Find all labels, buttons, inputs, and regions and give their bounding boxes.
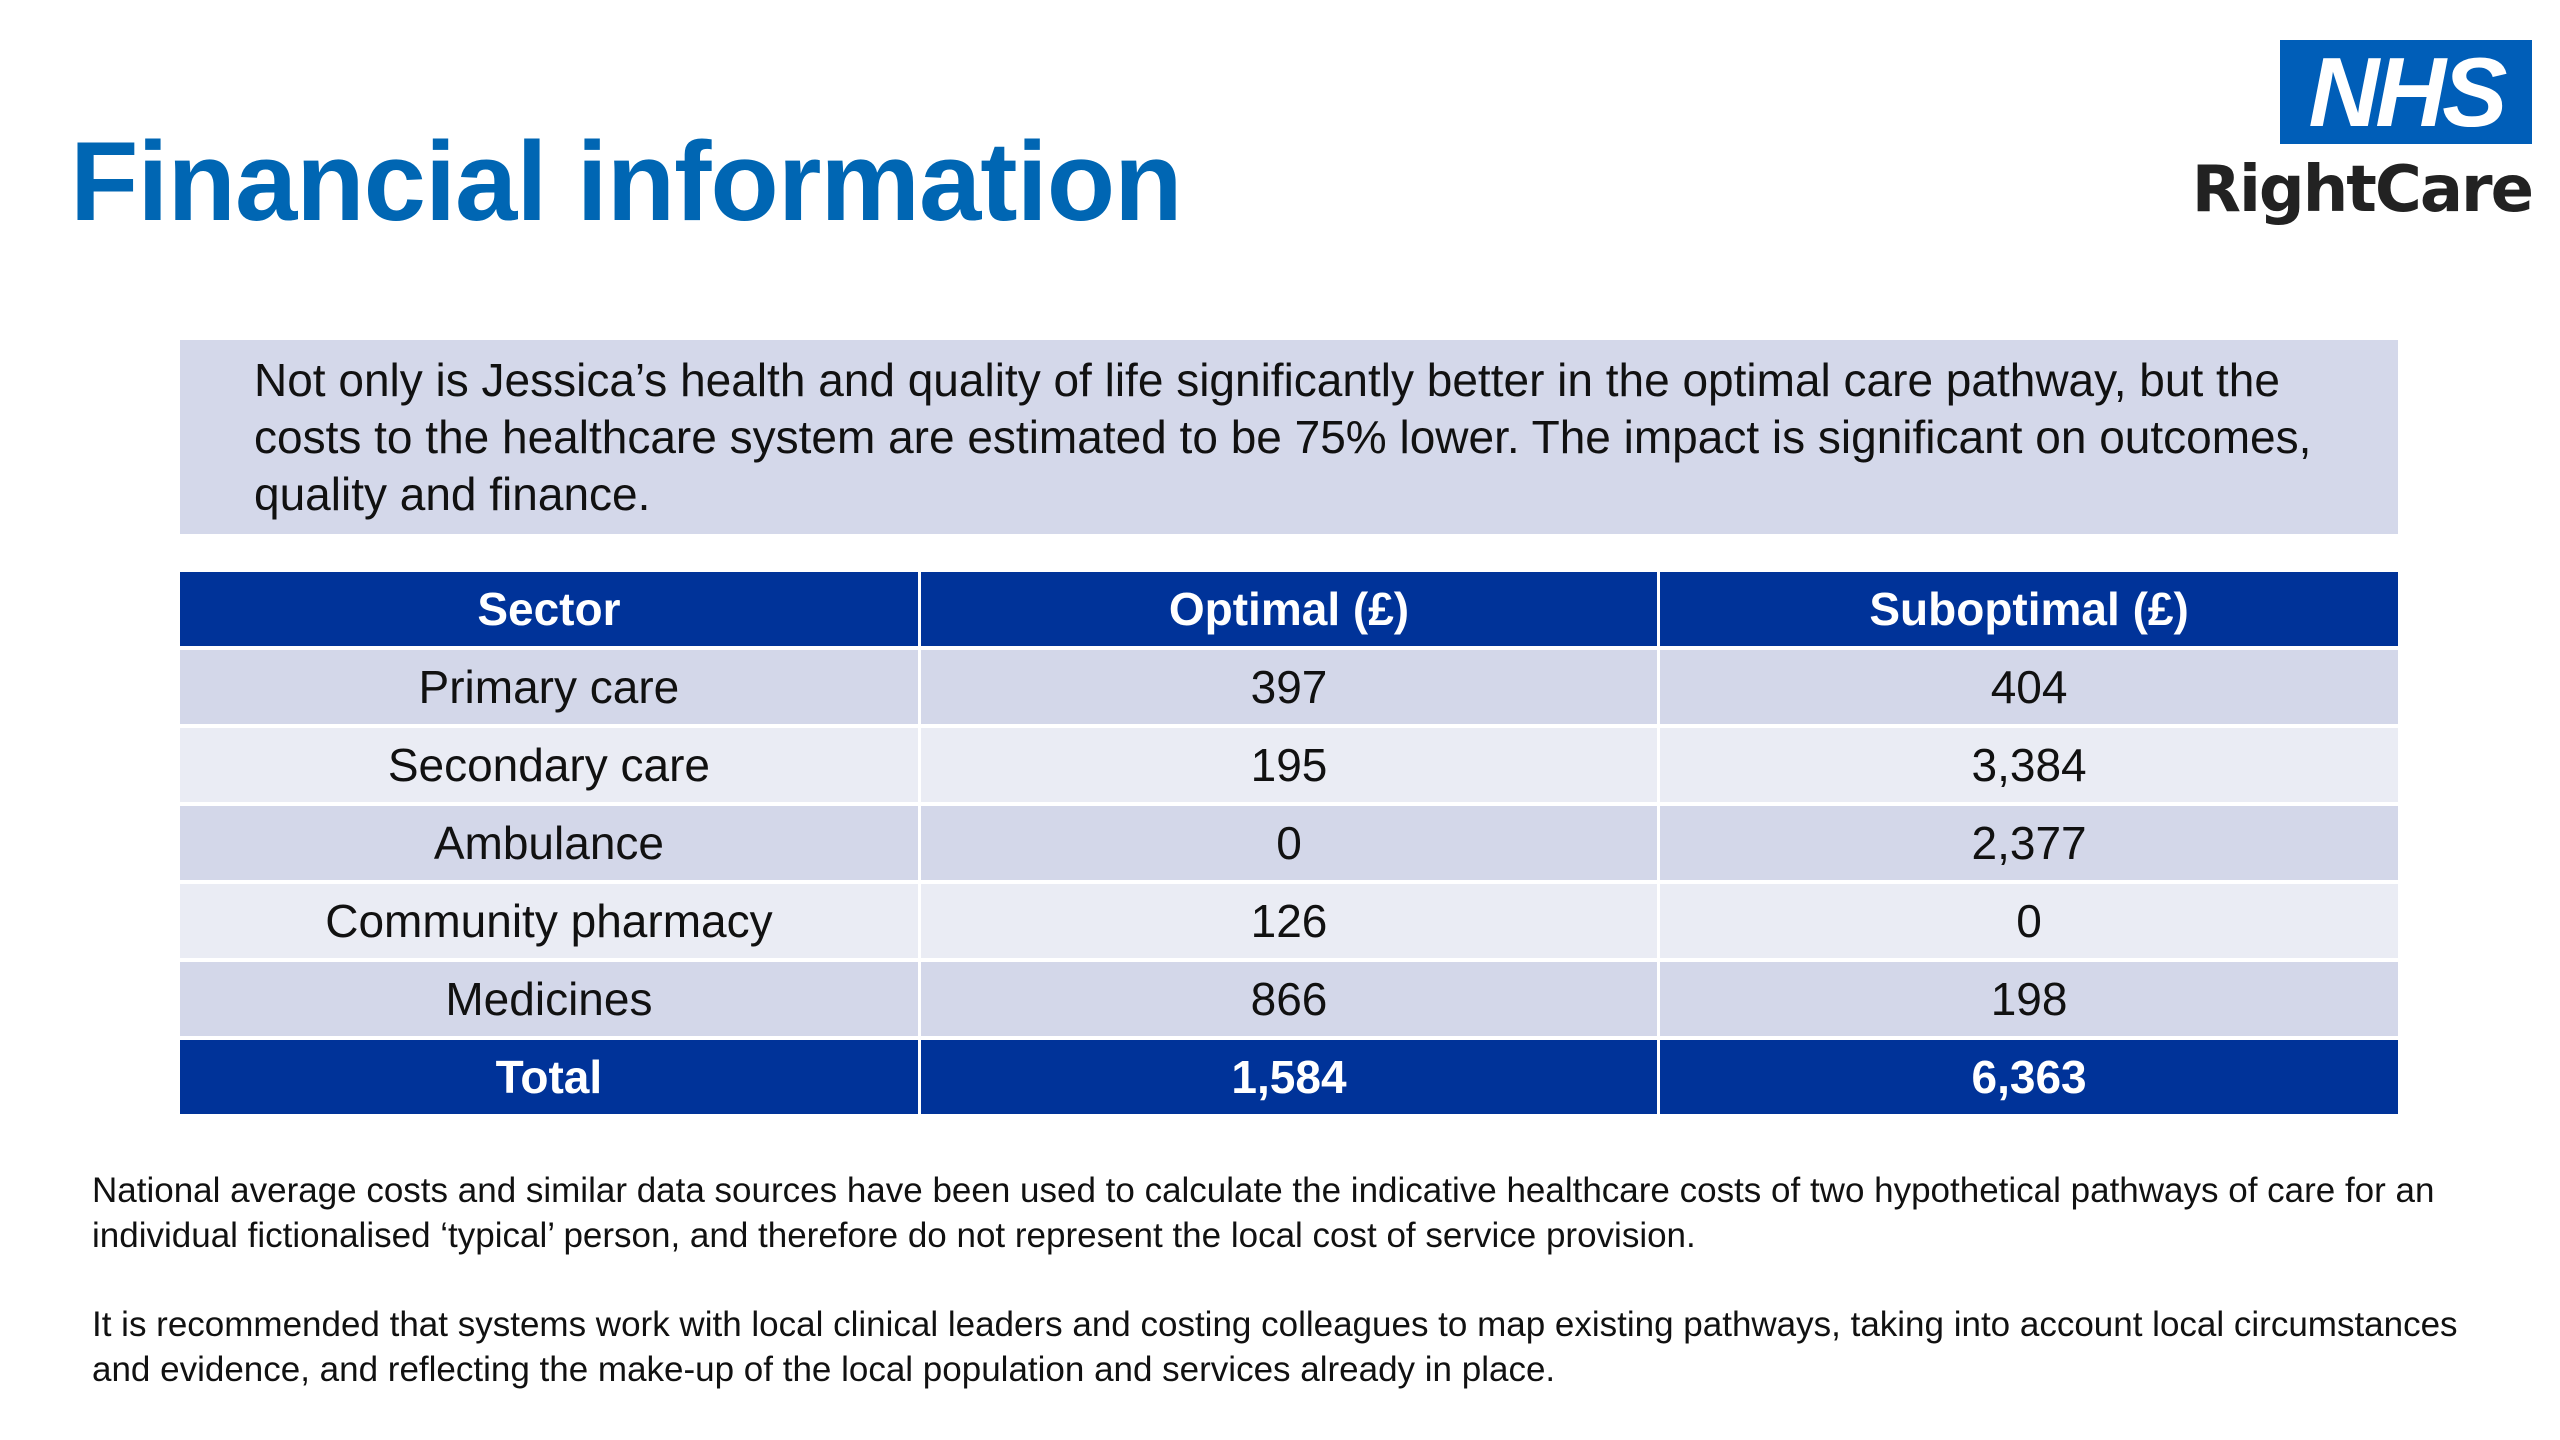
cell-suboptimal: 198: [1657, 960, 2398, 1040]
total-label: Total: [180, 1038, 921, 1114]
footnote-methodology: National average costs and similar data …: [92, 1171, 2435, 1255]
cell-optimal: 866: [917, 960, 1661, 1040]
cell-optimal: 126: [917, 882, 1661, 962]
cell-sector: Ambulance: [180, 804, 921, 884]
cell-optimal: 0: [917, 804, 1661, 884]
cell-suboptimal: 0: [1657, 882, 2398, 962]
total-suboptimal: 6,363: [1657, 1038, 2398, 1114]
header-suboptimal: Suboptimal (£): [1657, 572, 2398, 650]
table-row: Ambulance 0 2,377: [180, 804, 2398, 884]
table-row: Medicines 866 198: [180, 960, 2398, 1040]
cell-sector: Medicines: [180, 960, 921, 1040]
header-optimal: Optimal (£): [917, 572, 1661, 650]
cell-sector: Secondary care: [180, 726, 921, 806]
cell-suboptimal: 404: [1657, 648, 2398, 728]
slide-title: Financial information: [70, 119, 1183, 244]
summary-box: Not only is Jessica’s health and quality…: [180, 340, 2398, 534]
total-optimal: 1,584: [917, 1038, 1661, 1114]
footnote-recommendation: It is recommended that systems work with…: [92, 1305, 2458, 1389]
cell-suboptimal: 3,384: [1657, 726, 2398, 806]
nhs-logo-mark: NHS: [2280, 40, 2532, 144]
cell-sector: Community pharmacy: [180, 882, 921, 962]
nhs-rightcare-logo: NHS RightCare: [2192, 40, 2534, 240]
table-header-row: Sector Optimal (£) Suboptimal (£): [180, 572, 2398, 650]
table-row: Secondary care 195 3,384: [180, 726, 2398, 806]
rightcare-wordmark: RightCare: [2191, 153, 2534, 227]
summary-text: Not only is Jessica’s health and quality…: [254, 354, 2312, 520]
cell-optimal: 397: [917, 648, 1661, 728]
cell-sector: Primary care: [180, 648, 921, 728]
table-row: Community pharmacy 126 0: [180, 882, 2398, 962]
cell-optimal: 195: [917, 726, 1661, 806]
table-total-row: Total 1,584 6,363: [180, 1038, 2398, 1114]
cell-suboptimal: 2,377: [1657, 804, 2398, 884]
header-sector: Sector: [180, 572, 921, 650]
cost-comparison-table: Sector Optimal (£) Suboptimal (£) Primar…: [180, 572, 2398, 1114]
table-row: Primary care 397 404: [180, 648, 2398, 728]
